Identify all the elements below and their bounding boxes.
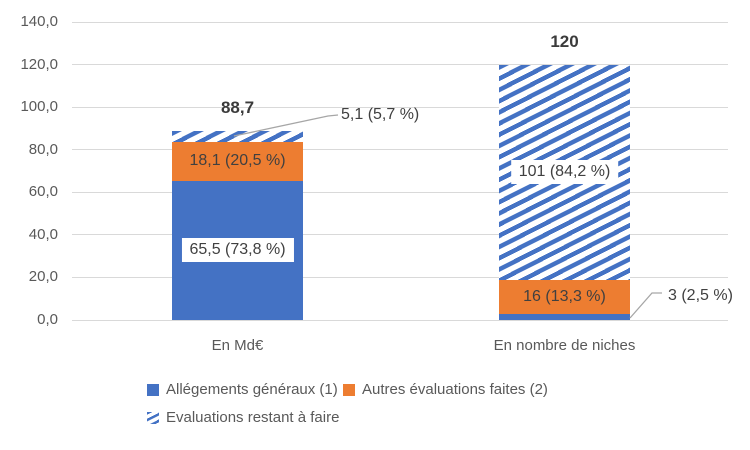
y-axis-tick-label: 20,0 <box>28 268 58 286</box>
y-axis-tick-label: 60,0 <box>28 183 58 201</box>
callout-data-label: 5,1 (5,7 %) <box>341 106 420 123</box>
callout-data-label: 3 (2,5 %) <box>668 287 733 304</box>
x-axis-category-label: En Md€ <box>211 337 264 354</box>
legend-item-label: Allégements généraux (1) <box>166 381 338 398</box>
legend-swatch-icon <box>147 411 159 424</box>
segment-data-label: 16 (13,3 %) <box>523 287 606 305</box>
y-axis-tick-label: 120,0 <box>20 55 58 73</box>
gridline <box>72 234 728 236</box>
bar-segment-1 <box>499 313 630 320</box>
gridline <box>72 149 728 151</box>
x-axis-category-label: En nombre de niches <box>493 337 636 354</box>
segment-data-label: 101 (84,2 %) <box>510 160 619 185</box>
bar-segment-2 <box>172 142 303 181</box>
gridline <box>72 191 728 193</box>
legend-item-label: Evaluations restant à faire <box>166 409 340 426</box>
y-axis-tick-label: 40,0 <box>28 225 58 243</box>
legend-item: Evaluations restant à faire <box>147 409 339 426</box>
bar-total-label: 120 <box>550 31 579 51</box>
y-axis-tick-label: 140,0 <box>20 13 58 30</box>
legend-swatch-icon <box>343 383 355 396</box>
gridline <box>72 64 728 66</box>
bar-segment-3 <box>172 131 303 143</box>
y-axis-tick-label: 0,0 <box>37 311 58 328</box>
gridline <box>72 106 728 108</box>
y-axis-tick-label: 100,0 <box>20 98 58 116</box>
gridline <box>72 319 728 321</box>
segment-data-label: 65,5 (73,8 %) <box>181 238 294 263</box>
leader-line <box>629 292 662 319</box>
legend-item: Allégements généraux (1) <box>147 381 338 398</box>
legend-item-label: Autres évaluations faites (2) <box>362 381 548 398</box>
segment-data-label: 18,1 (20,5 %) <box>189 152 286 170</box>
legend-item: Autres évaluations faites (2) <box>343 381 548 398</box>
gridline <box>72 21 728 23</box>
legend-swatch-icon <box>147 383 159 396</box>
bar-total-label: 88,7 <box>220 98 255 118</box>
gridline <box>72 276 728 278</box>
bar-segment-2 <box>499 279 630 314</box>
y-axis-tick-label: 80,0 <box>28 140 58 158</box>
